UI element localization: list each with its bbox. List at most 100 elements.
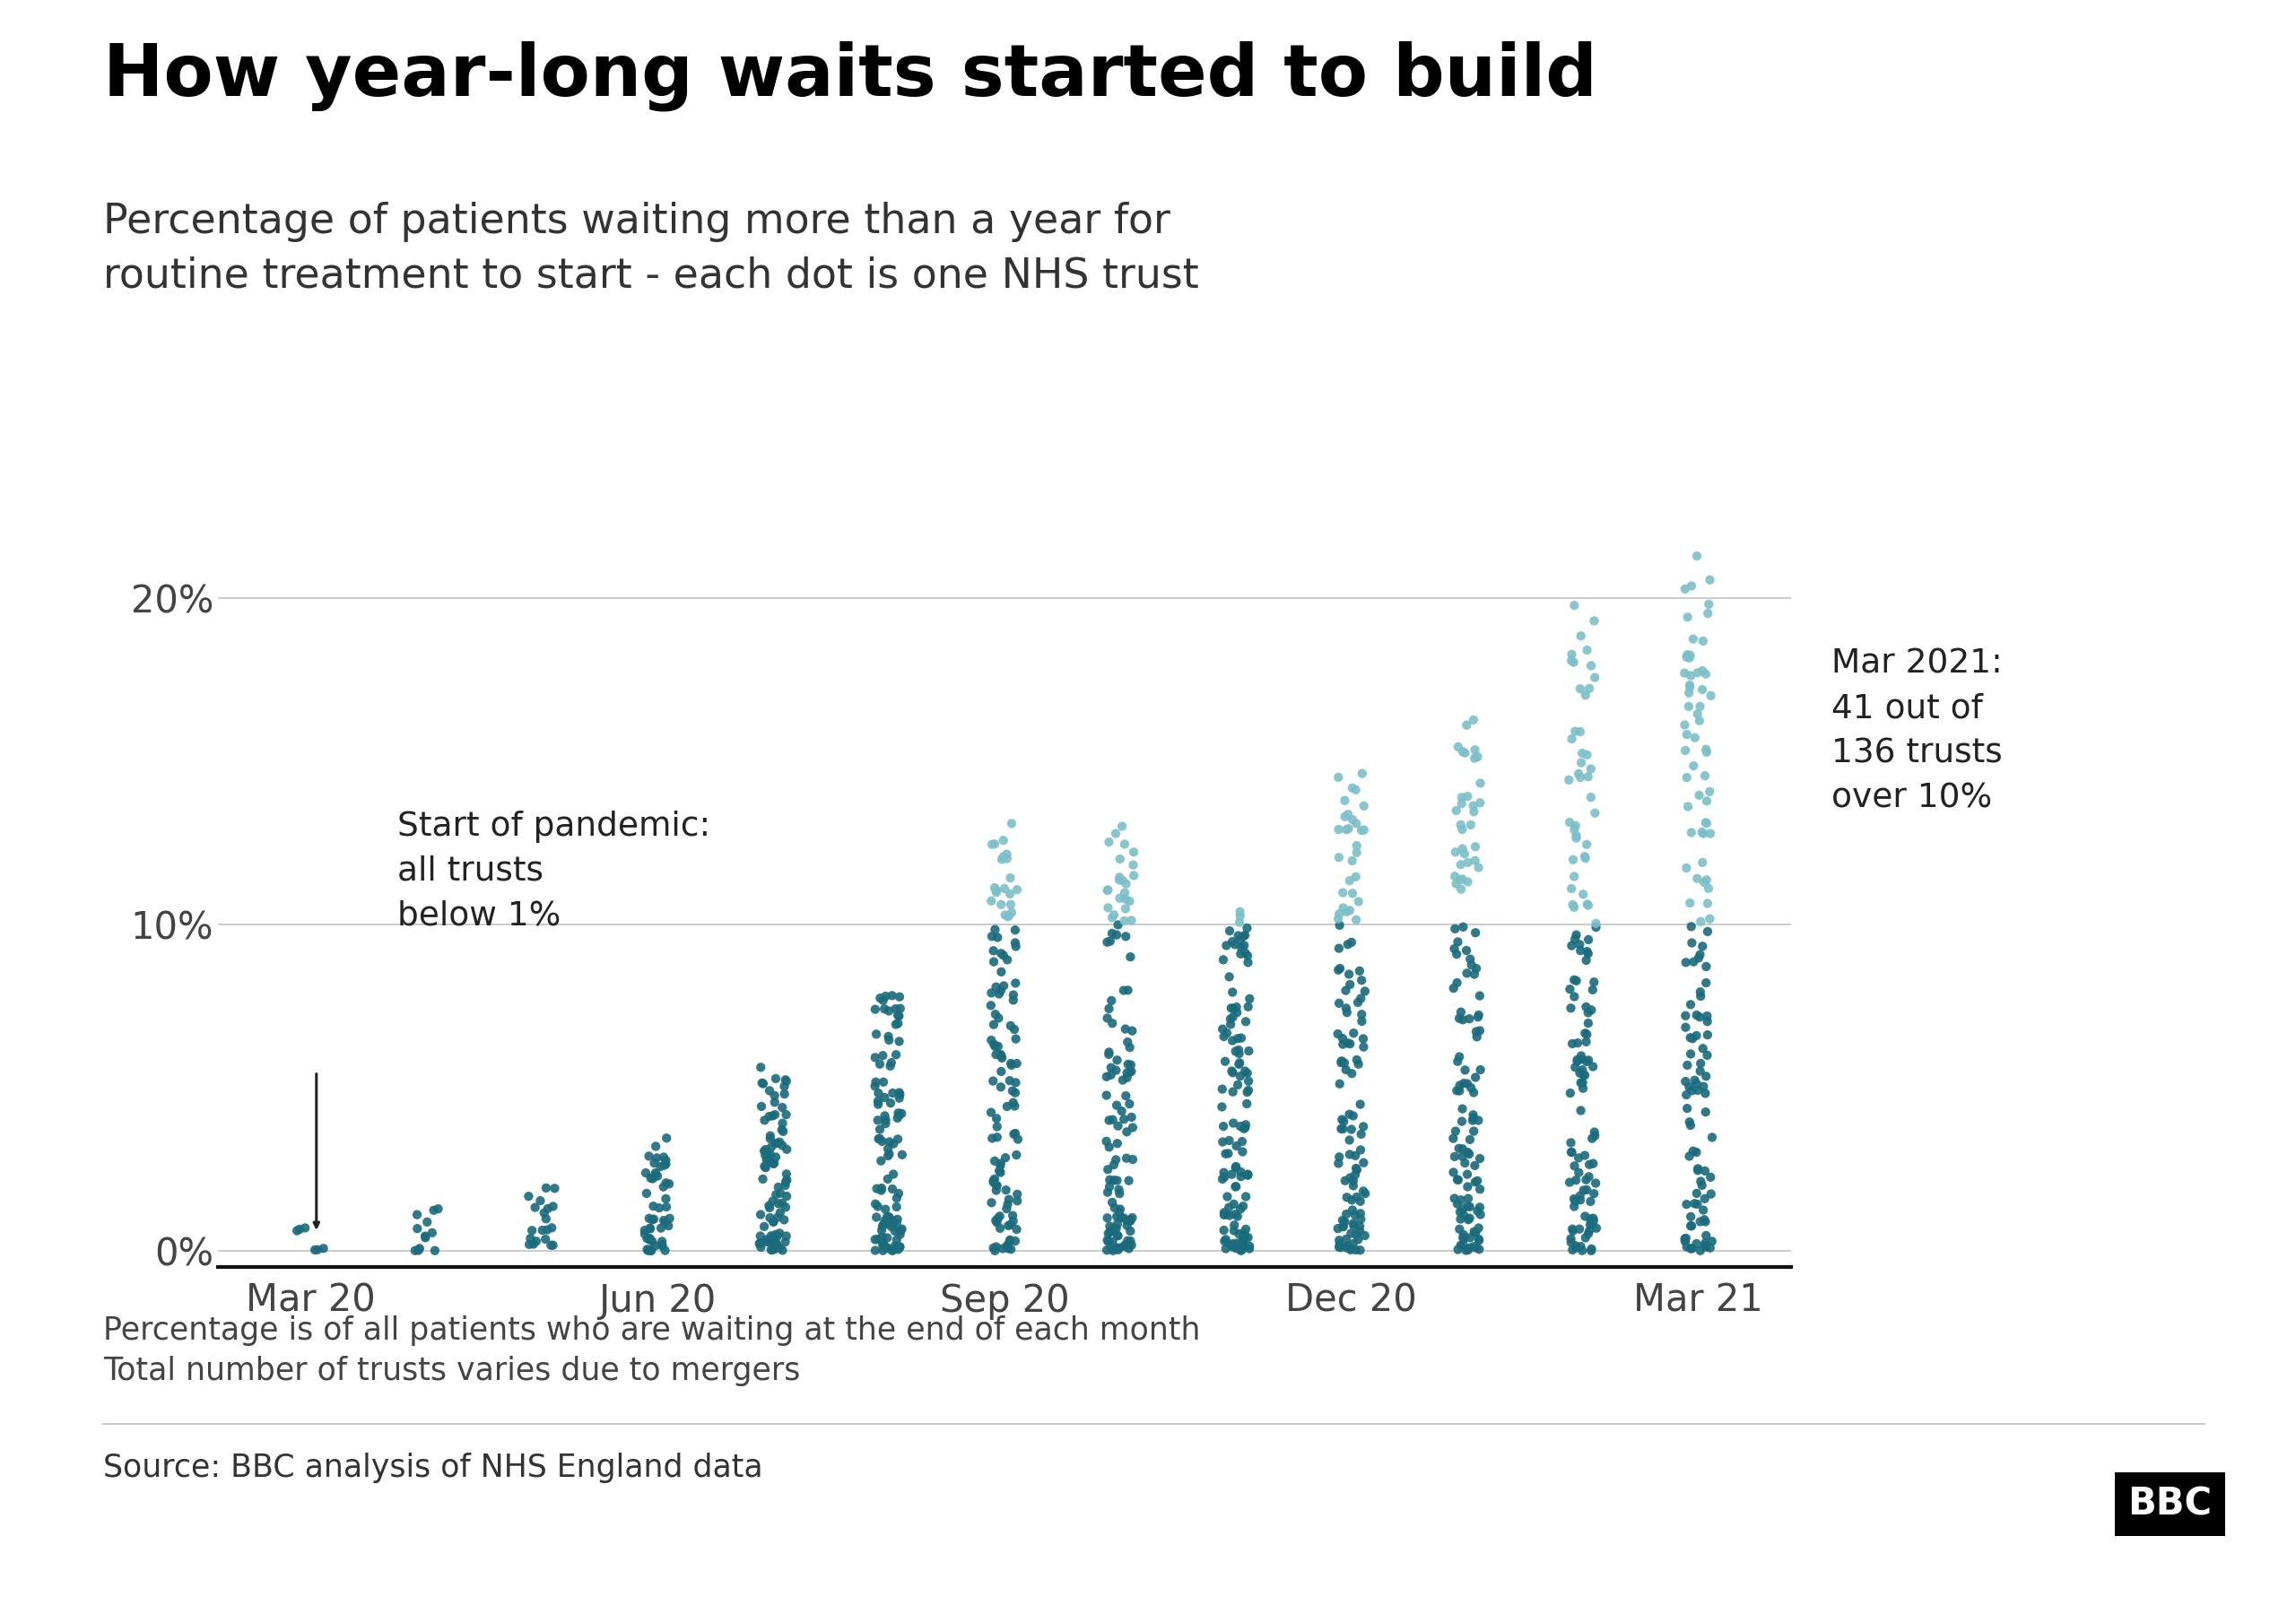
Point [870,1023,907,1049]
Point [866,988,902,1014]
Point [1692,683,1729,709]
Point [1669,1096,1706,1122]
Point [1111,1059,1148,1085]
Point [1329,1235,1366,1261]
Point [1210,1128,1247,1154]
Point [1221,1041,1258,1067]
Point [1570,676,1607,702]
Point [767,1102,804,1128]
Point [1345,792,1382,818]
Point [1554,893,1591,918]
Point [753,1223,790,1249]
Point [994,810,1031,836]
Point [1442,812,1479,838]
Point [1678,865,1715,891]
Point [1208,1227,1244,1252]
Point [1568,1167,1605,1193]
Point [1444,1096,1481,1122]
Point [1552,809,1589,834]
Point [875,1177,912,1202]
Point [765,1119,801,1144]
Point [1667,738,1704,763]
Point [1458,1235,1495,1261]
Point [985,876,1022,902]
Point [1329,1030,1366,1056]
Point [1570,1047,1607,1073]
Point [1215,1060,1251,1086]
Point [1221,1114,1258,1139]
Point [1678,1023,1715,1049]
Point [1437,797,1474,823]
Point [1552,996,1589,1022]
Point [974,993,1010,1018]
Point [1345,1178,1382,1204]
Point [875,1238,912,1264]
Point [1088,1227,1125,1252]
Point [1456,707,1492,733]
Point [650,1170,687,1196]
Point [767,1207,804,1233]
Point [1683,659,1720,684]
Point [1219,1072,1256,1098]
Point [872,1214,909,1240]
Point [978,880,1015,905]
Point [1205,1228,1242,1254]
Point [1669,642,1706,668]
Point [1564,1238,1600,1264]
Point [1111,1207,1148,1233]
Point [1221,1238,1258,1264]
Point [1688,1230,1724,1256]
Point [1674,626,1711,652]
Point [753,1238,790,1264]
Point [1329,1233,1366,1259]
Point [769,1160,806,1186]
Point [1334,1231,1371,1257]
Point [753,1236,790,1262]
Point [629,1238,666,1264]
Point [856,1073,893,1099]
Point [744,1070,781,1096]
Point [882,1235,918,1261]
Point [1667,1014,1704,1039]
Point [1564,1070,1600,1096]
Point [875,1209,912,1235]
Point [1114,1115,1150,1141]
Point [1570,1217,1607,1243]
Point [1667,712,1704,738]
Point [1570,941,1607,967]
Point [1570,1152,1607,1178]
Point [1212,1006,1249,1031]
Point [1231,1068,1267,1094]
Point [636,1151,673,1177]
Point [1667,576,1704,602]
Point [1446,1225,1483,1251]
Point [650,1212,687,1238]
Point [1681,694,1717,720]
Point [996,1080,1033,1106]
Point [1557,718,1593,744]
Point [1573,1188,1609,1214]
Point [1109,1146,1146,1172]
Point [994,1078,1031,1104]
Point [882,1080,918,1106]
Point [1336,1162,1373,1188]
Point [1088,1128,1125,1154]
Point [1111,1167,1148,1193]
Point [863,1148,900,1173]
Point [1343,1001,1380,1027]
Point [976,875,1013,901]
Point [1339,863,1375,889]
Point [1688,1235,1724,1261]
Point [1435,1185,1472,1210]
Point [868,1225,905,1251]
Point [861,1080,898,1106]
Point [1552,1080,1589,1106]
Point [1573,1206,1609,1231]
Point [974,888,1010,914]
Point [987,1144,1024,1170]
Point [758,1130,794,1156]
Point [530,1196,567,1222]
Point [1681,941,1717,967]
Point [877,1012,914,1038]
Point [1671,1041,1708,1067]
